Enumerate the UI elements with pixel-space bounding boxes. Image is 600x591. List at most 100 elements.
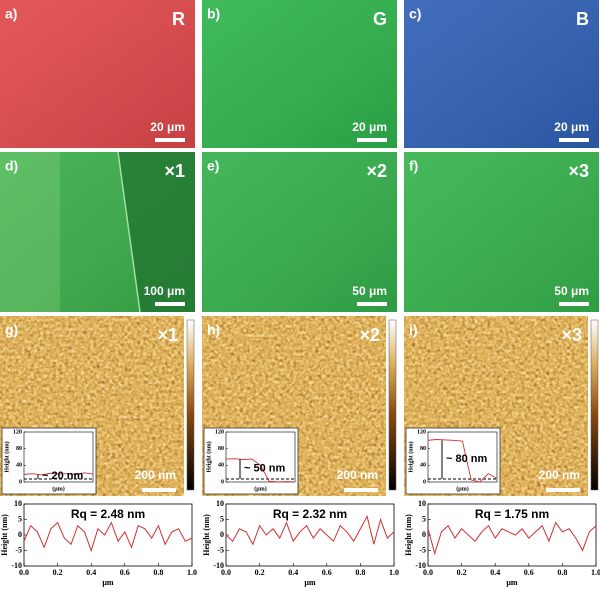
x-tick-label: 0.8 (153, 568, 163, 577)
shading (0, 0, 195, 148)
panel-label: d) (5, 158, 18, 174)
dark-region (118, 152, 195, 312)
rq-annotation: Rq = 1.75 nm (475, 507, 549, 521)
inset-box (405, 427, 501, 495)
shading (202, 152, 397, 312)
plot-frame (23, 503, 193, 567)
inset-annotation: ~ 80 nm (446, 453, 487, 465)
x-axis-label: μm (304, 578, 316, 587)
x-tick-label: 0.4 (490, 568, 500, 577)
scale-bar (559, 302, 589, 306)
inset-tick-label: 40 (420, 463, 426, 469)
panel-label: c) (409, 6, 421, 22)
panel-marker: R (172, 9, 185, 29)
inset-line (225, 458, 296, 483)
y-tick-label: 5 (422, 514, 426, 523)
scale-bar-label: 20 μm (150, 120, 185, 134)
inset-tick-label: 40 (218, 463, 224, 469)
inset-ylabel: Height (nm) (205, 441, 212, 472)
x-tick-label: 1.0 (187, 568, 197, 577)
inset-tick-label: 0 (19, 479, 22, 485)
x-tick-label: 0.0 (221, 568, 231, 577)
panel-marker: ×2 (359, 325, 380, 345)
scale-bar (142, 488, 176, 492)
inset-xlabel: (μm) (52, 485, 64, 492)
inset-plot (225, 431, 296, 483)
panel-marker: G (373, 9, 387, 29)
inset-xlabel: (μm) (254, 485, 266, 492)
scale-bar-label: 50 μm (352, 284, 387, 298)
panel-label: e) (207, 158, 219, 174)
y-tick-label: 0 (220, 530, 224, 539)
scale-bar (357, 302, 387, 306)
x-tick-label: 0.6 (524, 568, 534, 577)
rq-annotation: Rq = 2.48 nm (71, 507, 145, 521)
scale-bar (155, 302, 185, 306)
panel-label: h) (207, 322, 220, 338)
x-tick-label: 0.4 (86, 568, 96, 577)
y-tick-label: 0 (422, 530, 426, 539)
x-tick-label: 0.0 (19, 568, 29, 577)
inset-annotation: ~ 20 nm (42, 470, 83, 482)
x-tick-label: 0.8 (557, 568, 567, 577)
colorbar (590, 319, 599, 491)
y-tick-label: 0 (18, 530, 22, 539)
panel-marker: ×1 (164, 161, 185, 181)
scale-bar-label: 200 nm (135, 468, 176, 482)
shading (404, 0, 599, 148)
panel-label: a) (5, 6, 17, 22)
y-axis-label: Height (nm) (404, 514, 413, 556)
inset-tick-label: 0 (221, 479, 224, 485)
y-tick-label: 10 (418, 499, 426, 508)
y-tick-label: -5 (217, 545, 224, 554)
x-tick-label: 0.2 (53, 568, 63, 577)
y-tick-label: 5 (220, 514, 224, 523)
inset-tick-label: 120 (215, 429, 224, 435)
x-tick-label: 1.0 (591, 568, 600, 577)
x-axis-label: μm (102, 578, 114, 587)
plot-frame (225, 503, 395, 567)
inset-tick-label: 0 (423, 479, 426, 485)
panel-marker: ×1 (157, 325, 178, 345)
panel-label: b) (207, 6, 220, 22)
y-axis-label: Height (nm) (202, 514, 211, 556)
inset-xlabel: (μm) (456, 485, 468, 492)
x-tick-label: 0.4 (288, 568, 298, 577)
profile-line (427, 521, 597, 556)
inset-line (23, 472, 94, 476)
profile-line (23, 521, 193, 553)
panel-marker: B (576, 9, 589, 29)
inset-tick-label: 120 (417, 429, 426, 435)
colorbar (388, 319, 397, 491)
scale-bar (546, 488, 580, 492)
inset-line (427, 439, 498, 483)
inset-annotation: ~ 50 nm (244, 462, 285, 474)
x-tick-label: 0.2 (457, 568, 467, 577)
scale-bar (155, 138, 185, 142)
bright-region (0, 152, 60, 312)
y-tick-label: -10 (11, 561, 22, 570)
y-tick-label: -5 (419, 545, 426, 554)
scale-bar-label: 200 nm (539, 468, 580, 482)
x-axis-label: μm (506, 578, 518, 587)
inset-ylabel: Height (nm) (3, 441, 10, 472)
scale-bar-label: 20 μm (352, 120, 387, 134)
panel-marker: ×2 (366, 161, 387, 181)
panel-label: i) (409, 322, 418, 338)
scale-bar (344, 488, 378, 492)
x-tick-label: 0.2 (255, 568, 265, 577)
y-tick-label: 10 (216, 499, 224, 508)
panel-marker: ×3 (561, 325, 582, 345)
inset-box (203, 427, 299, 495)
panel-label: f) (409, 158, 418, 174)
x-tick-label: 1.0 (389, 568, 399, 577)
x-tick-label: 0.0 (423, 568, 433, 577)
inset-tick-label: 80 (218, 446, 224, 452)
y-tick-label: 5 (18, 514, 22, 523)
scale-bar (357, 138, 387, 142)
panel-marker: ×3 (568, 161, 589, 181)
x-tick-label: 0.6 (120, 568, 130, 577)
scale-bar-label: 100 μm (144, 284, 185, 298)
inset-tick-label: 80 (16, 446, 22, 452)
